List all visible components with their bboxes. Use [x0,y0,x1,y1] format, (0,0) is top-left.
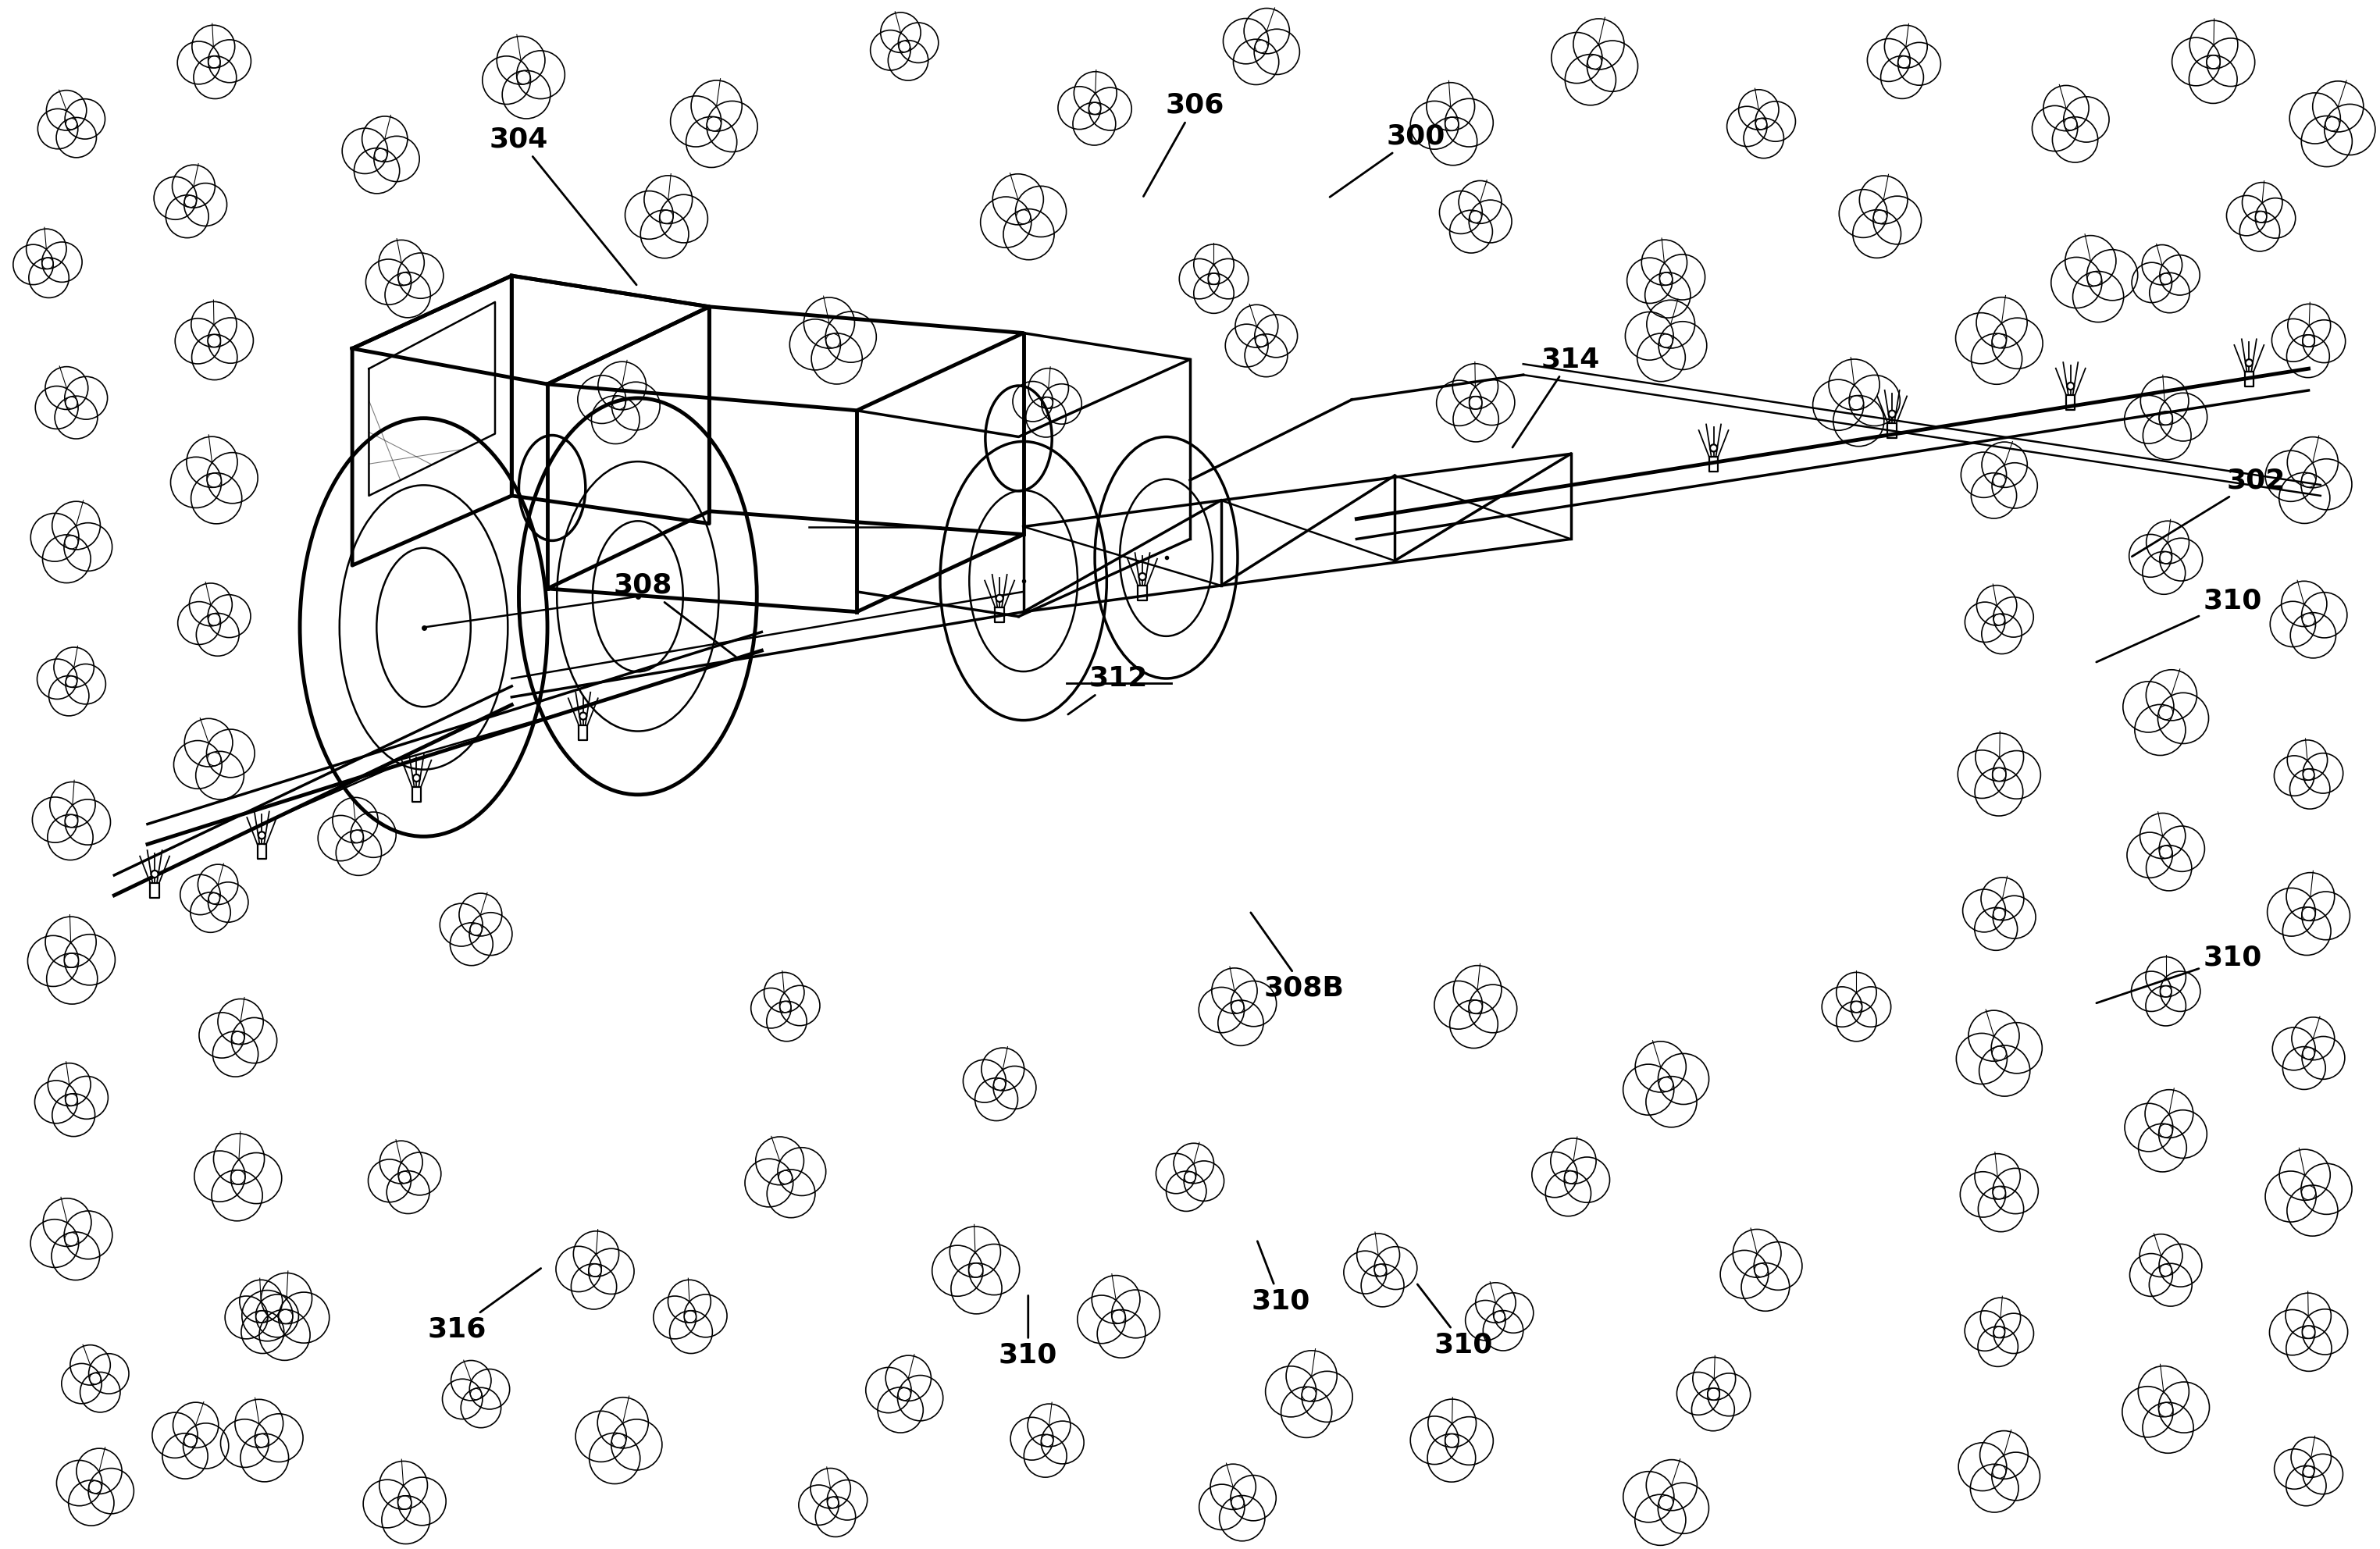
Circle shape [259,832,264,840]
Text: 308B: 308B [1252,912,1345,1002]
Circle shape [1711,445,1716,452]
Text: 310: 310 [2097,587,2261,661]
Circle shape [152,871,157,878]
Circle shape [2247,359,2251,367]
Text: 314: 314 [1514,345,1599,448]
Text: 306: 306 [1142,91,1223,197]
Text: 316: 316 [428,1269,540,1343]
Text: 310: 310 [2097,943,2261,1004]
Circle shape [414,774,419,782]
Circle shape [581,713,585,720]
Text: 308: 308 [614,572,735,657]
Text: 304: 304 [490,125,635,285]
Circle shape [1890,410,1894,418]
Text: 302: 302 [2132,466,2285,556]
Circle shape [1140,573,1145,581]
Text: 310: 310 [1252,1241,1309,1315]
Text: 310: 310 [1000,1295,1057,1369]
Circle shape [997,595,1002,603]
Text: 300: 300 [1330,122,1445,197]
Text: 310: 310 [1418,1284,1492,1358]
Circle shape [2068,383,2073,390]
Text: 312: 312 [1069,665,1147,714]
